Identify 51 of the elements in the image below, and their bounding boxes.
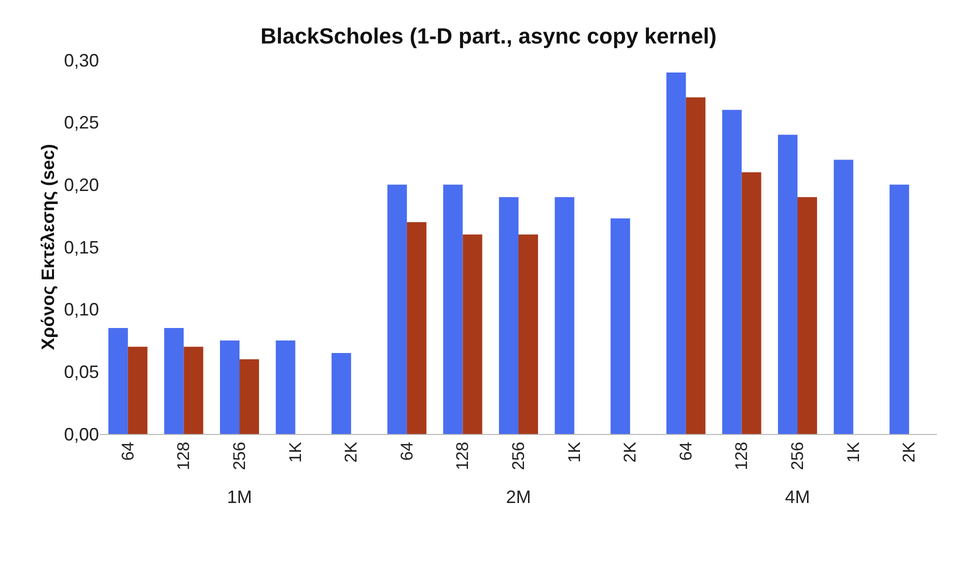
bar bbox=[610, 218, 630, 434]
bar bbox=[108, 328, 128, 434]
bar bbox=[798, 197, 818, 434]
chart-title: BlackScholes (1-D part., async copy kernel) bbox=[260, 24, 717, 49]
y-tick-label: 0,30 bbox=[64, 50, 99, 70]
x-tick-label: 256 bbox=[230, 442, 250, 470]
text: 1M bbox=[227, 487, 252, 507]
bar bbox=[184, 346, 204, 434]
bar bbox=[686, 97, 706, 434]
x-tick-label: 2K bbox=[900, 441, 919, 463]
x-tick-label: 128 bbox=[453, 442, 472, 470]
bar bbox=[443, 184, 463, 434]
x-tick-label: 64 bbox=[397, 442, 416, 461]
bar bbox=[164, 328, 184, 434]
bar bbox=[722, 110, 742, 434]
bar bbox=[778, 134, 798, 434]
x-tick-label: 2K bbox=[620, 441, 640, 463]
bar bbox=[276, 340, 296, 434]
bar bbox=[387, 184, 407, 434]
bar bbox=[890, 184, 910, 434]
y-tick-label: 0,15 bbox=[64, 237, 99, 258]
x-tick-label: 256 bbox=[788, 442, 808, 470]
x-tick-label: 128 bbox=[174, 442, 194, 470]
text: 4M bbox=[785, 487, 810, 507]
bar bbox=[462, 234, 482, 434]
bar bbox=[554, 197, 574, 434]
bar bbox=[332, 352, 352, 434]
x-tick-label: 1K bbox=[286, 441, 305, 463]
y-tick-label: 0,10 bbox=[64, 300, 99, 320]
bar bbox=[406, 222, 426, 434]
bar bbox=[742, 172, 762, 434]
text: 2M bbox=[506, 487, 532, 507]
y-tick-label: 0,20 bbox=[64, 174, 99, 195]
bar bbox=[220, 340, 240, 434]
x-tick-label: 1K bbox=[844, 441, 863, 463]
x-tick-label: 64 bbox=[118, 442, 138, 461]
x-tick-label: 64 bbox=[676, 442, 696, 461]
bar bbox=[498, 197, 518, 434]
x-tick-label: 2K bbox=[342, 441, 361, 463]
y-tick-label: 0,25 bbox=[64, 112, 99, 133]
y-tick-label: 0,05 bbox=[64, 362, 99, 382]
bar bbox=[834, 160, 854, 434]
bar bbox=[128, 346, 148, 434]
x-tick-label: 256 bbox=[509, 442, 528, 470]
y-tick-label: 0,00 bbox=[64, 424, 99, 444]
y-axis-title: Χρόνος Εκτέλεσης (sec) bbox=[38, 144, 58, 350]
x-tick-label: 1K bbox=[564, 441, 584, 463]
x-tick-label: 128 bbox=[732, 442, 752, 470]
bar bbox=[666, 72, 686, 434]
bar bbox=[518, 234, 538, 434]
bar bbox=[240, 359, 260, 434]
